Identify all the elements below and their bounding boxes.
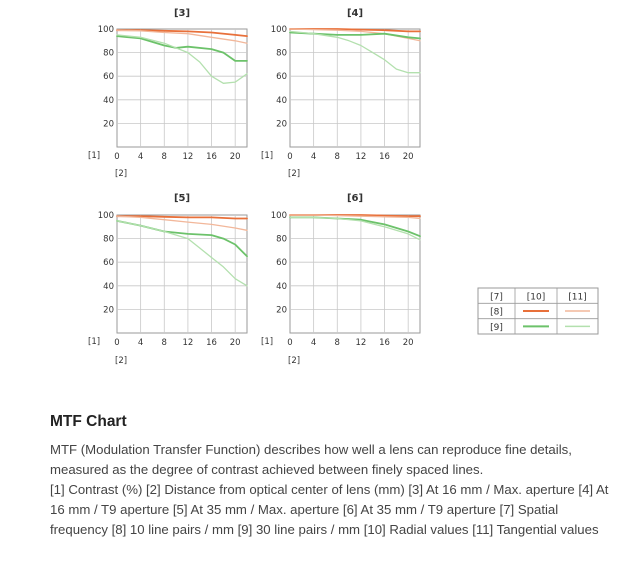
x-tick-label: 12 bbox=[182, 152, 193, 162]
legend-header: [7] bbox=[490, 292, 503, 302]
y-axis-label: [1] bbox=[88, 151, 100, 161]
y-tick-label: 20 bbox=[276, 305, 287, 315]
plot-frame bbox=[116, 28, 248, 148]
series-line-8-11 bbox=[289, 28, 421, 42]
legend-row-label: [9] bbox=[490, 323, 503, 333]
y-tick-label: 100 bbox=[271, 211, 287, 221]
x-axis-label: [2] bbox=[115, 356, 127, 366]
x-tick-label: 16 bbox=[379, 152, 390, 162]
x-tick-label: 8 bbox=[162, 152, 167, 162]
series-line-9-11 bbox=[289, 216, 421, 241]
x-tick-label: 20 bbox=[403, 338, 414, 348]
legend-table: [7] [10] [11] [8] [9] bbox=[477, 287, 599, 335]
series-line-9-11 bbox=[289, 30, 421, 74]
series-line-9-11 bbox=[116, 34, 248, 84]
y-tick-label: 80 bbox=[103, 235, 114, 245]
description-legend-text: [1] Contrast (%) [2] Distance from optic… bbox=[50, 482, 609, 537]
plot-frame bbox=[289, 28, 421, 148]
chart-title: [3] bbox=[174, 8, 190, 19]
mtf-panel-3: 0 4 8 12 16 20 20 40 60 80 100 [1] [2] [5] bbox=[88, 193, 248, 366]
y-tick-label: 60 bbox=[276, 258, 287, 268]
mtf-description: MTF Chart MTF (Modulation Transfer Funct… bbox=[50, 413, 610, 540]
y-tick-label: 20 bbox=[276, 119, 287, 129]
plot-frame bbox=[116, 214, 248, 334]
description-body: MTF (Modulation Transfer Function) descr… bbox=[50, 440, 610, 540]
mtf-panel-1: 0 4 8 12 16 20 20 40 60 80 100 [1] [2] [3] bbox=[88, 8, 248, 179]
x-tick-label: 0 bbox=[287, 152, 292, 162]
x-tick-label: 0 bbox=[114, 152, 119, 162]
y-tick-label: 80 bbox=[103, 49, 114, 59]
y-tick-label: 40 bbox=[276, 96, 287, 106]
x-tick-label: 20 bbox=[230, 152, 241, 162]
y-tick-label: 40 bbox=[103, 96, 114, 106]
legend-row-label: [8] bbox=[490, 308, 503, 318]
series-line-8-11 bbox=[116, 215, 248, 231]
x-axis-label: [2] bbox=[288, 169, 300, 179]
x-tick-label: 4 bbox=[138, 152, 143, 162]
x-tick-label: 12 bbox=[355, 338, 366, 348]
x-tick-label: 0 bbox=[114, 338, 119, 348]
chart-title: [6] bbox=[347, 193, 363, 204]
x-axis-label: [2] bbox=[115, 169, 127, 179]
x-tick-label: 16 bbox=[379, 338, 390, 348]
x-tick-label: 4 bbox=[138, 338, 143, 348]
legend-header: [10] bbox=[527, 292, 545, 302]
y-axis-label: [1] bbox=[261, 337, 273, 347]
x-tick-label: 12 bbox=[355, 152, 366, 162]
y-tick-label: 60 bbox=[103, 72, 114, 82]
x-tick-label: 8 bbox=[162, 338, 167, 348]
description-heading: MTF Chart bbox=[50, 413, 127, 430]
x-tick-label: 20 bbox=[230, 338, 241, 348]
y-tick-label: 60 bbox=[103, 258, 114, 268]
y-tick-label: 40 bbox=[103, 282, 114, 292]
x-tick-label: 8 bbox=[335, 338, 340, 348]
x-tick-label: 20 bbox=[403, 152, 414, 162]
chart-title: [5] bbox=[174, 193, 190, 204]
y-tick-label: 40 bbox=[276, 282, 287, 292]
x-tick-label: 0 bbox=[287, 338, 292, 348]
y-tick-label: 80 bbox=[276, 235, 287, 245]
series-line-8-11 bbox=[289, 214, 421, 220]
y-tick-label: 80 bbox=[276, 49, 287, 59]
mtf-panel-2: 0 4 8 12 16 20 20 40 60 80 100 [1] [2] [4] bbox=[261, 8, 421, 179]
x-tick-label: 16 bbox=[206, 152, 217, 162]
series-line-9-10 bbox=[116, 35, 248, 62]
mtf-panel-4: 0 4 8 12 16 20 20 40 60 80 100 [1] [2] [6] bbox=[261, 193, 421, 366]
legend-header: [11] bbox=[568, 292, 586, 302]
x-tick-label: 16 bbox=[206, 338, 217, 348]
y-tick-label: 60 bbox=[276, 72, 287, 82]
x-tick-label: 12 bbox=[182, 338, 193, 348]
series-line-8-11 bbox=[116, 29, 248, 44]
series-line-8-10 bbox=[116, 215, 248, 220]
plot-frame bbox=[289, 214, 421, 334]
description-intro: MTF (Modulation Transfer Function) descr… bbox=[50, 442, 572, 477]
y-tick-label: 100 bbox=[271, 25, 287, 35]
y-axis-label: [1] bbox=[88, 337, 100, 347]
x-tick-label: 8 bbox=[335, 152, 340, 162]
x-tick-label: 4 bbox=[311, 338, 316, 348]
y-tick-label: 100 bbox=[98, 211, 114, 221]
y-tick-label: 20 bbox=[103, 119, 114, 129]
chart-title: [4] bbox=[347, 8, 363, 19]
series-line-9-11 bbox=[116, 220, 248, 287]
x-axis-label: [2] bbox=[288, 356, 300, 366]
y-tick-label: 100 bbox=[98, 25, 114, 35]
y-tick-label: 20 bbox=[103, 305, 114, 315]
y-axis-label: [1] bbox=[261, 151, 273, 161]
x-tick-label: 4 bbox=[311, 152, 316, 162]
